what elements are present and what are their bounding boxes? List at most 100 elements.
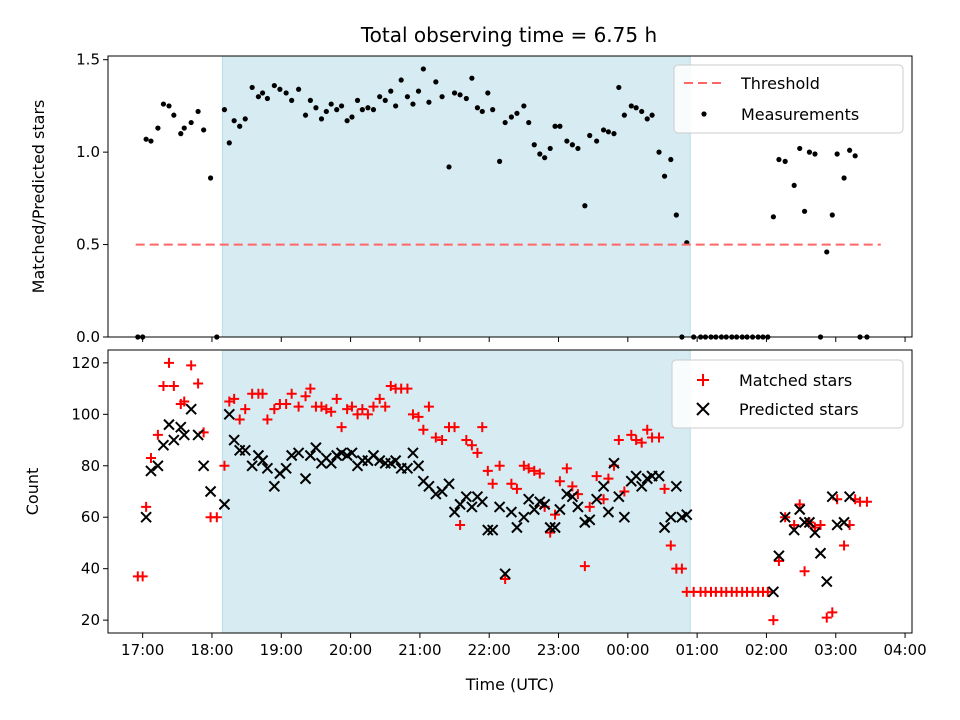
measurement-point bbox=[160, 101, 167, 107]
measurement-point bbox=[485, 90, 491, 96]
measurement-point bbox=[171, 112, 177, 118]
predicted-star-point bbox=[204, 485, 217, 498]
measurement-point bbox=[490, 107, 496, 113]
predicted-star-point bbox=[518, 511, 530, 523]
matched-star-point bbox=[211, 512, 222, 523]
measurement-point bbox=[289, 97, 295, 103]
x-tick-label: 19:00 bbox=[260, 641, 303, 659]
measurement-point bbox=[457, 92, 463, 98]
matched-star-point bbox=[407, 409, 418, 420]
measurement-point bbox=[231, 118, 237, 124]
measurement-point bbox=[410, 101, 416, 107]
measurement-point bbox=[649, 112, 655, 118]
measurement-point bbox=[178, 131, 184, 137]
y-tick-label: 60 bbox=[81, 508, 100, 526]
predicted-star-point bbox=[608, 457, 620, 469]
measurement-point bbox=[415, 88, 422, 94]
matched-star-point bbox=[326, 406, 337, 417]
predicted-star-point bbox=[157, 439, 170, 451]
measurement-point bbox=[521, 103, 527, 109]
measurement-point bbox=[166, 103, 172, 109]
measurement-point bbox=[344, 118, 350, 124]
measurement-point bbox=[791, 182, 797, 189]
legend: Threshold Measurements bbox=[673, 64, 904, 134]
matched-star-point bbox=[861, 496, 872, 507]
measurement-point bbox=[334, 107, 340, 113]
predicted-star-point bbox=[163, 418, 175, 431]
matched-star-point bbox=[482, 465, 493, 476]
legend-threshold-label: Threshold bbox=[740, 74, 820, 93]
matched-star-point bbox=[430, 432, 441, 443]
x-axis-label: Time (UTC) bbox=[465, 675, 554, 694]
predicted-star-point bbox=[466, 501, 478, 513]
x-tick-label: 18:00 bbox=[190, 641, 233, 659]
predicted-star-point bbox=[454, 498, 466, 511]
matched-star-point bbox=[455, 519, 466, 530]
predicted-star-point bbox=[618, 511, 631, 523]
matched-star-point bbox=[152, 429, 163, 440]
predicted-star-point bbox=[590, 493, 603, 505]
matched-star-point bbox=[168, 381, 179, 392]
measurement-point bbox=[226, 140, 232, 146]
measurement-point bbox=[181, 125, 187, 131]
matched-star-point bbox=[229, 393, 240, 404]
predicted-star-point bbox=[304, 449, 317, 462]
measurement-point bbox=[349, 114, 355, 120]
matched-star-point bbox=[286, 388, 297, 399]
measurement-point bbox=[661, 173, 668, 179]
legend: Matched stars Predicted stars bbox=[671, 359, 904, 429]
measurement-point bbox=[616, 84, 622, 91]
measurement-point bbox=[195, 108, 201, 115]
matched-star-point bbox=[500, 573, 511, 584]
legend-predicted-label: Predicted stars bbox=[739, 400, 859, 419]
matched-star-point bbox=[158, 381, 169, 392]
predicted-star-point bbox=[299, 472, 312, 485]
predicted-star-point bbox=[561, 488, 573, 500]
measurement-point bbox=[569, 142, 575, 148]
measurement-point bbox=[307, 97, 313, 103]
predicted-star-point bbox=[538, 498, 551, 511]
predicted-star-point bbox=[285, 449, 298, 462]
predicted-star-point bbox=[256, 454, 269, 467]
predicted-star-point bbox=[779, 511, 791, 523]
matched-star-point bbox=[281, 399, 292, 410]
measurement-point bbox=[155, 125, 161, 131]
predicted-star-point bbox=[430, 488, 442, 500]
measurement-point bbox=[365, 105, 371, 111]
predicted-star-point bbox=[602, 506, 615, 518]
predicted-star-point bbox=[175, 421, 187, 433]
measurement-point bbox=[812, 151, 818, 157]
matched-star-point bbox=[506, 478, 517, 489]
predicted-star-point bbox=[292, 447, 305, 459]
predicted-star-point bbox=[665, 511, 677, 523]
measurement-point bbox=[847, 147, 853, 153]
measurement-point bbox=[354, 97, 361, 103]
measurement-point bbox=[526, 119, 532, 126]
matched-star-point bbox=[773, 555, 784, 566]
matched-star-point bbox=[789, 519, 800, 530]
y-tick-label: 0.5 bbox=[76, 236, 100, 254]
measurement-point bbox=[801, 208, 808, 214]
matched-star-point bbox=[676, 563, 687, 574]
matched-star-point bbox=[402, 383, 413, 394]
matched-star-point bbox=[262, 414, 273, 425]
predicted-star-point bbox=[197, 460, 210, 472]
measurement-point bbox=[370, 107, 377, 113]
measurement-point bbox=[388, 88, 394, 94]
x-axis-ticks: 17:00 18:00 19:00 20:00 21:00 22:00 23:00 00:00… bbox=[121, 633, 927, 659]
predicted-star-point bbox=[373, 454, 386, 467]
matched-star-point bbox=[591, 471, 602, 482]
matched-star-point bbox=[827, 607, 838, 618]
matched-star-point bbox=[257, 388, 268, 399]
measurement-point bbox=[359, 107, 365, 113]
predicted-star-point bbox=[493, 501, 506, 513]
predicted-star-point bbox=[831, 519, 843, 531]
matched-star-point bbox=[461, 435, 472, 446]
predicted-star-point bbox=[505, 506, 518, 518]
measurement-point bbox=[318, 116, 325, 122]
measurement-point bbox=[547, 145, 553, 152]
matched-stars-series bbox=[132, 357, 872, 626]
measurement-point bbox=[249, 84, 255, 91]
measurement-point bbox=[824, 249, 830, 255]
